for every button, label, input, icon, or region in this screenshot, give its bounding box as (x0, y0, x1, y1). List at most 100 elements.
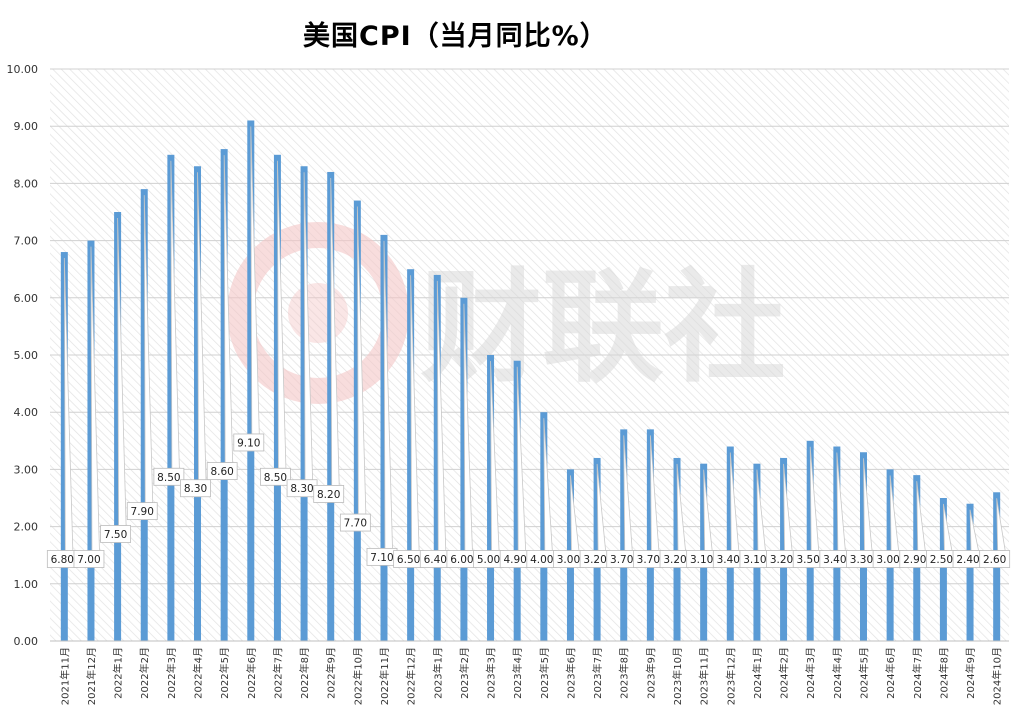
data-label: 7.50 (100, 217, 131, 543)
y-tick-label: 5.00 (14, 349, 39, 362)
x-tick-label: 2022年8月 (298, 647, 311, 699)
x-tick-label: 2024年10月 (991, 647, 1004, 705)
x-tick-label: 2022年3月 (165, 647, 178, 699)
x-tick-label: 2021年11月 (58, 647, 71, 705)
x-tick-label: 2024年9月 (964, 647, 977, 699)
data-label: 8.50 (260, 160, 291, 486)
y-tick-label: 2.00 (14, 521, 39, 534)
bar (220, 149, 228, 641)
data-label-text: 6.50 (397, 554, 420, 566)
bar (140, 189, 148, 641)
data-label-text: 2.40 (956, 554, 979, 566)
bar (540, 412, 548, 641)
data-label: 3.40 (712, 452, 744, 568)
x-axis-ticks: 2021年11月 2021年12月 2022年1月 2022年2月 2022年3月 202… (58, 647, 1003, 705)
y-axis-ticks: 0.00 1.00 2.00 3.00 4.00 5.00 6.00 7.00 8.00 9.00… (7, 63, 39, 648)
data-label: 3.00 (872, 475, 904, 568)
x-tick-label: 2022年4月 (192, 647, 205, 699)
data-label: 8.30 (286, 172, 318, 498)
x-tick-label: 2023年6月 (564, 647, 577, 699)
data-label: 3.10 (739, 469, 771, 568)
bar (460, 297, 468, 641)
bar (273, 154, 281, 642)
data-label: 8.20 (313, 177, 345, 503)
x-tick-label: 2022年11月 (378, 647, 391, 705)
bar (407, 269, 415, 641)
data-labels: 6.80 7.007.507.908.508.308.609.108.508.30… (46, 126, 1011, 568)
x-tick-label: 2023年9月 (644, 647, 657, 699)
data-label: 6.80 (46, 258, 78, 568)
x-tick-label: 2023年10月 (671, 647, 684, 705)
x-tick-label: 2023年1月 (431, 647, 444, 699)
x-tick-label: 2024年5月 (857, 647, 870, 699)
bar (966, 503, 974, 641)
x-tick-label: 2022年10月 (351, 647, 364, 705)
data-label-text: 8.60 (210, 466, 233, 478)
bar (87, 240, 95, 641)
data-label: 2.60 (979, 498, 1011, 568)
data-label: 3.20 (766, 463, 797, 568)
bar (646, 429, 654, 641)
data-label: 7.00 (73, 246, 105, 568)
bar (513, 360, 521, 641)
data-label: 4.00 (526, 418, 558, 568)
data-label-text: 3.70 (637, 554, 660, 566)
bar (620, 429, 628, 641)
x-tick-label: 2023年8月 (618, 647, 631, 699)
data-label-text: 8.20 (317, 489, 340, 501)
bar (487, 355, 495, 641)
x-tick-label: 2023年4月 (511, 647, 524, 699)
bar (593, 457, 601, 641)
bar (939, 498, 947, 641)
data-label-text: 5.00 (477, 554, 500, 566)
data-label: 2.40 (952, 509, 984, 568)
watermark: 财联社 (227, 222, 786, 404)
y-tick-label: 3.00 (14, 463, 39, 476)
x-tick-label: 2024年7月 (911, 647, 924, 699)
data-label: 6.40 (419, 280, 451, 568)
bar (780, 457, 788, 641)
data-label-text: 6.00 (450, 554, 473, 566)
y-tick-label: 7.00 (14, 235, 39, 248)
y-tick-label: 6.00 (14, 292, 39, 305)
x-tick-label: 2022年12月 (405, 647, 418, 705)
data-label: 3.20 (659, 463, 691, 568)
data-label-text: 3.30 (850, 554, 873, 566)
data-label: 3.10 (686, 469, 718, 568)
data-label-text: 3.00 (876, 554, 899, 566)
bar (806, 440, 814, 641)
data-label: 3.30 (846, 458, 877, 568)
bar (327, 171, 335, 641)
data-label: 3.40 (819, 452, 851, 568)
data-label-text: 7.50 (104, 529, 127, 541)
data-label: 7.70 (339, 206, 371, 532)
data-label-text: 3.20 (770, 554, 793, 566)
data-label: 7.90 (126, 195, 158, 521)
data-label-text: 4.90 (503, 554, 526, 566)
x-tick-label: 2022年5月 (218, 647, 231, 699)
data-label-text: 8.50 (157, 472, 180, 484)
data-label-text: 8.30 (290, 483, 313, 495)
bar (60, 252, 68, 642)
data-label-text: 4.00 (530, 554, 553, 566)
x-tick-label: 2024年1月 (751, 647, 764, 699)
data-label-text: 2.60 (983, 554, 1006, 566)
data-label-text: 3.00 (557, 554, 580, 566)
x-tick-label: 2023年12月 (724, 647, 737, 705)
data-label-text: 3.10 (690, 554, 713, 566)
data-label: 6.00 (446, 303, 478, 568)
bar (673, 457, 681, 641)
watermark-logo-dot (288, 283, 348, 343)
data-label-text: 7.10 (370, 552, 393, 564)
x-tick-label: 2022年2月 (138, 647, 151, 699)
bar (433, 274, 441, 641)
data-label: 2.90 (899, 481, 931, 568)
data-label-text: 2.90 (903, 554, 926, 566)
y-tick-label: 8.00 (14, 177, 39, 190)
y-tick-label: 10.00 (7, 63, 39, 76)
x-tick-label: 2024年4月 (831, 647, 844, 699)
data-label: 8.30 (180, 172, 211, 498)
data-label-text: 3.40 (717, 554, 740, 566)
data-label-text: 3.40 (823, 554, 846, 566)
